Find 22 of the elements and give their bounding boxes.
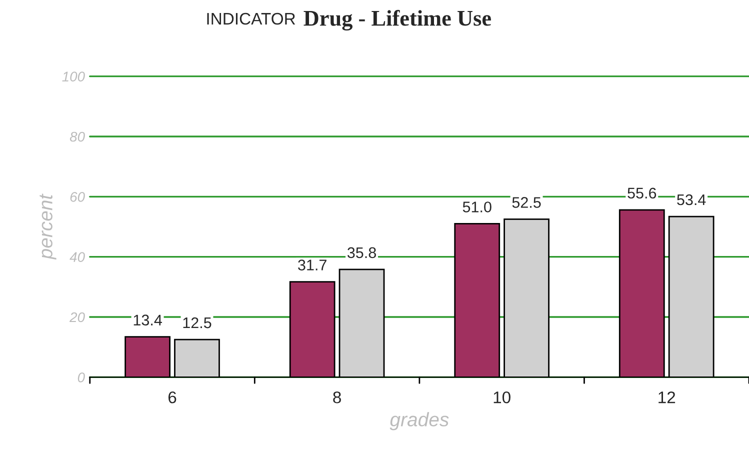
data-label: 52.5 — [512, 197, 541, 208]
x-axis-title: grades — [390, 412, 449, 430]
data-label: 55.6 — [628, 188, 656, 199]
data-label: 35.8 — [347, 247, 376, 258]
data-label: 51.0 — [462, 202, 492, 212]
y-tick-label: 100 — [62, 72, 85, 82]
chart-title: INDICATOR — [207, 12, 296, 25]
y-axis-title: percent — [40, 194, 56, 260]
x-tick-label: 6 — [168, 391, 176, 404]
data-label: 53.4 — [677, 194, 706, 206]
y-tick-label: 20 — [69, 312, 85, 322]
y-tick-label: 80 — [70, 132, 85, 142]
y-tick-label: 40 — [70, 252, 85, 262]
data-label: 12.5 — [183, 317, 212, 328]
chart-subtitle: Drug - Lifetime Use — [304, 10, 491, 30]
y-tick-label: 60 — [70, 192, 85, 202]
x-tick-label: 12 — [658, 391, 676, 404]
y-tick-label: 0 — [78, 372, 85, 382]
data-label: 13.4 — [134, 314, 162, 326]
x-tick-label: 10 — [494, 391, 510, 404]
data-label: 31.7 — [298, 260, 326, 270]
x-tick-label: 8 — [333, 391, 341, 404]
